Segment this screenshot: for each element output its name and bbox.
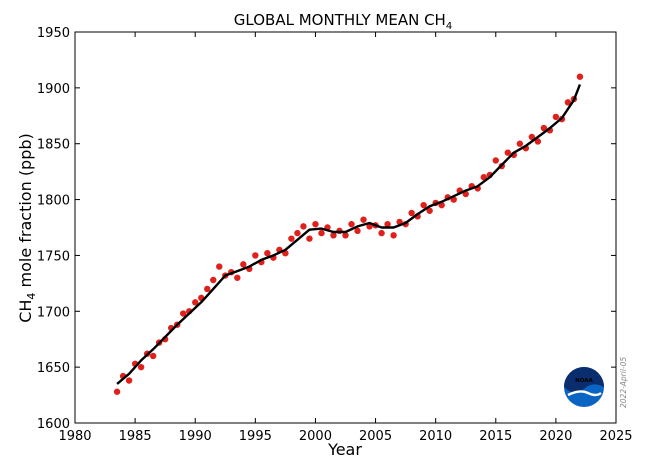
data-point [390,232,397,239]
x-tick-label: 2025 [599,429,632,444]
data-point [492,157,499,164]
data-point [342,232,349,239]
data-point [408,209,415,217]
data-point [234,274,241,281]
data-point [360,216,367,223]
x-tick-label: 1985 [119,429,152,444]
data-point [192,299,199,306]
y-axis: 1600 1650 1700 1750 1800 1850 1900 1950 [37,26,616,432]
data-point [240,261,247,268]
data-point [378,229,385,237]
y-tick-label: 1650 [37,361,70,376]
trend-line [116,84,582,385]
plot-area [74,31,617,424]
x-tick-label: 2015 [479,429,512,444]
data-point [180,310,187,317]
x-tick-label: 1995 [239,429,272,444]
x-tick-label: 2010 [419,429,452,444]
data-point [426,207,433,214]
data-point [528,133,536,141]
x-tick-label: 1990 [179,429,212,444]
data-point [576,73,584,80]
data-point [384,220,391,228]
y-tick-label: 1700 [37,305,70,320]
data-point [294,229,301,237]
noaa-logo: NOAA [564,367,604,407]
data-point [354,227,361,235]
x-tick-label: 2000 [299,429,332,444]
data-point [540,124,548,132]
y-tick-label: 1900 [37,82,70,97]
y-tick-label: 1600 [37,417,70,432]
x-axis: 1980 1985 1990 1995 2000 2005 2010 2015 2020 2025 [58,32,633,444]
chart-title: GLOBAL MONTHLY MEAN CH4 [234,11,452,32]
y-tick-label: 1950 [37,26,70,41]
data-point [306,235,313,242]
data-point [288,235,295,242]
data-point [300,223,307,230]
y-tick-label: 1750 [37,249,70,264]
data-point [137,363,145,371]
data-point [330,232,337,239]
data-point [204,285,211,293]
y-tick-label: 1800 [37,194,70,209]
data-point [264,249,271,257]
data-point [318,229,325,237]
y-tick-label: 1850 [37,138,70,153]
monthly-mean-points [113,73,584,395]
data-point [480,174,487,181]
data-point [210,276,217,284]
data-point [516,140,524,147]
data-point [149,352,157,360]
data-point [125,377,133,384]
data-point [252,252,259,259]
logo-text: NOAA [575,378,593,384]
data-point [420,201,427,209]
x-axis-label: Year [327,440,362,459]
x-tick-label: 2020 [539,429,572,444]
data-point [504,149,511,156]
date-stamp: 2022-April-05 [619,357,628,408]
x-tick-label: 2005 [359,429,392,444]
data-point [216,263,223,270]
data-point [552,113,560,121]
data-point [312,220,319,228]
data-point [348,220,355,228]
data-point [534,138,542,145]
y-axis-label: CH4 mole fraction (ppb) [16,133,38,323]
x-tick-label: 1980 [58,429,91,444]
data-point [564,99,572,106]
data-point [113,388,121,395]
